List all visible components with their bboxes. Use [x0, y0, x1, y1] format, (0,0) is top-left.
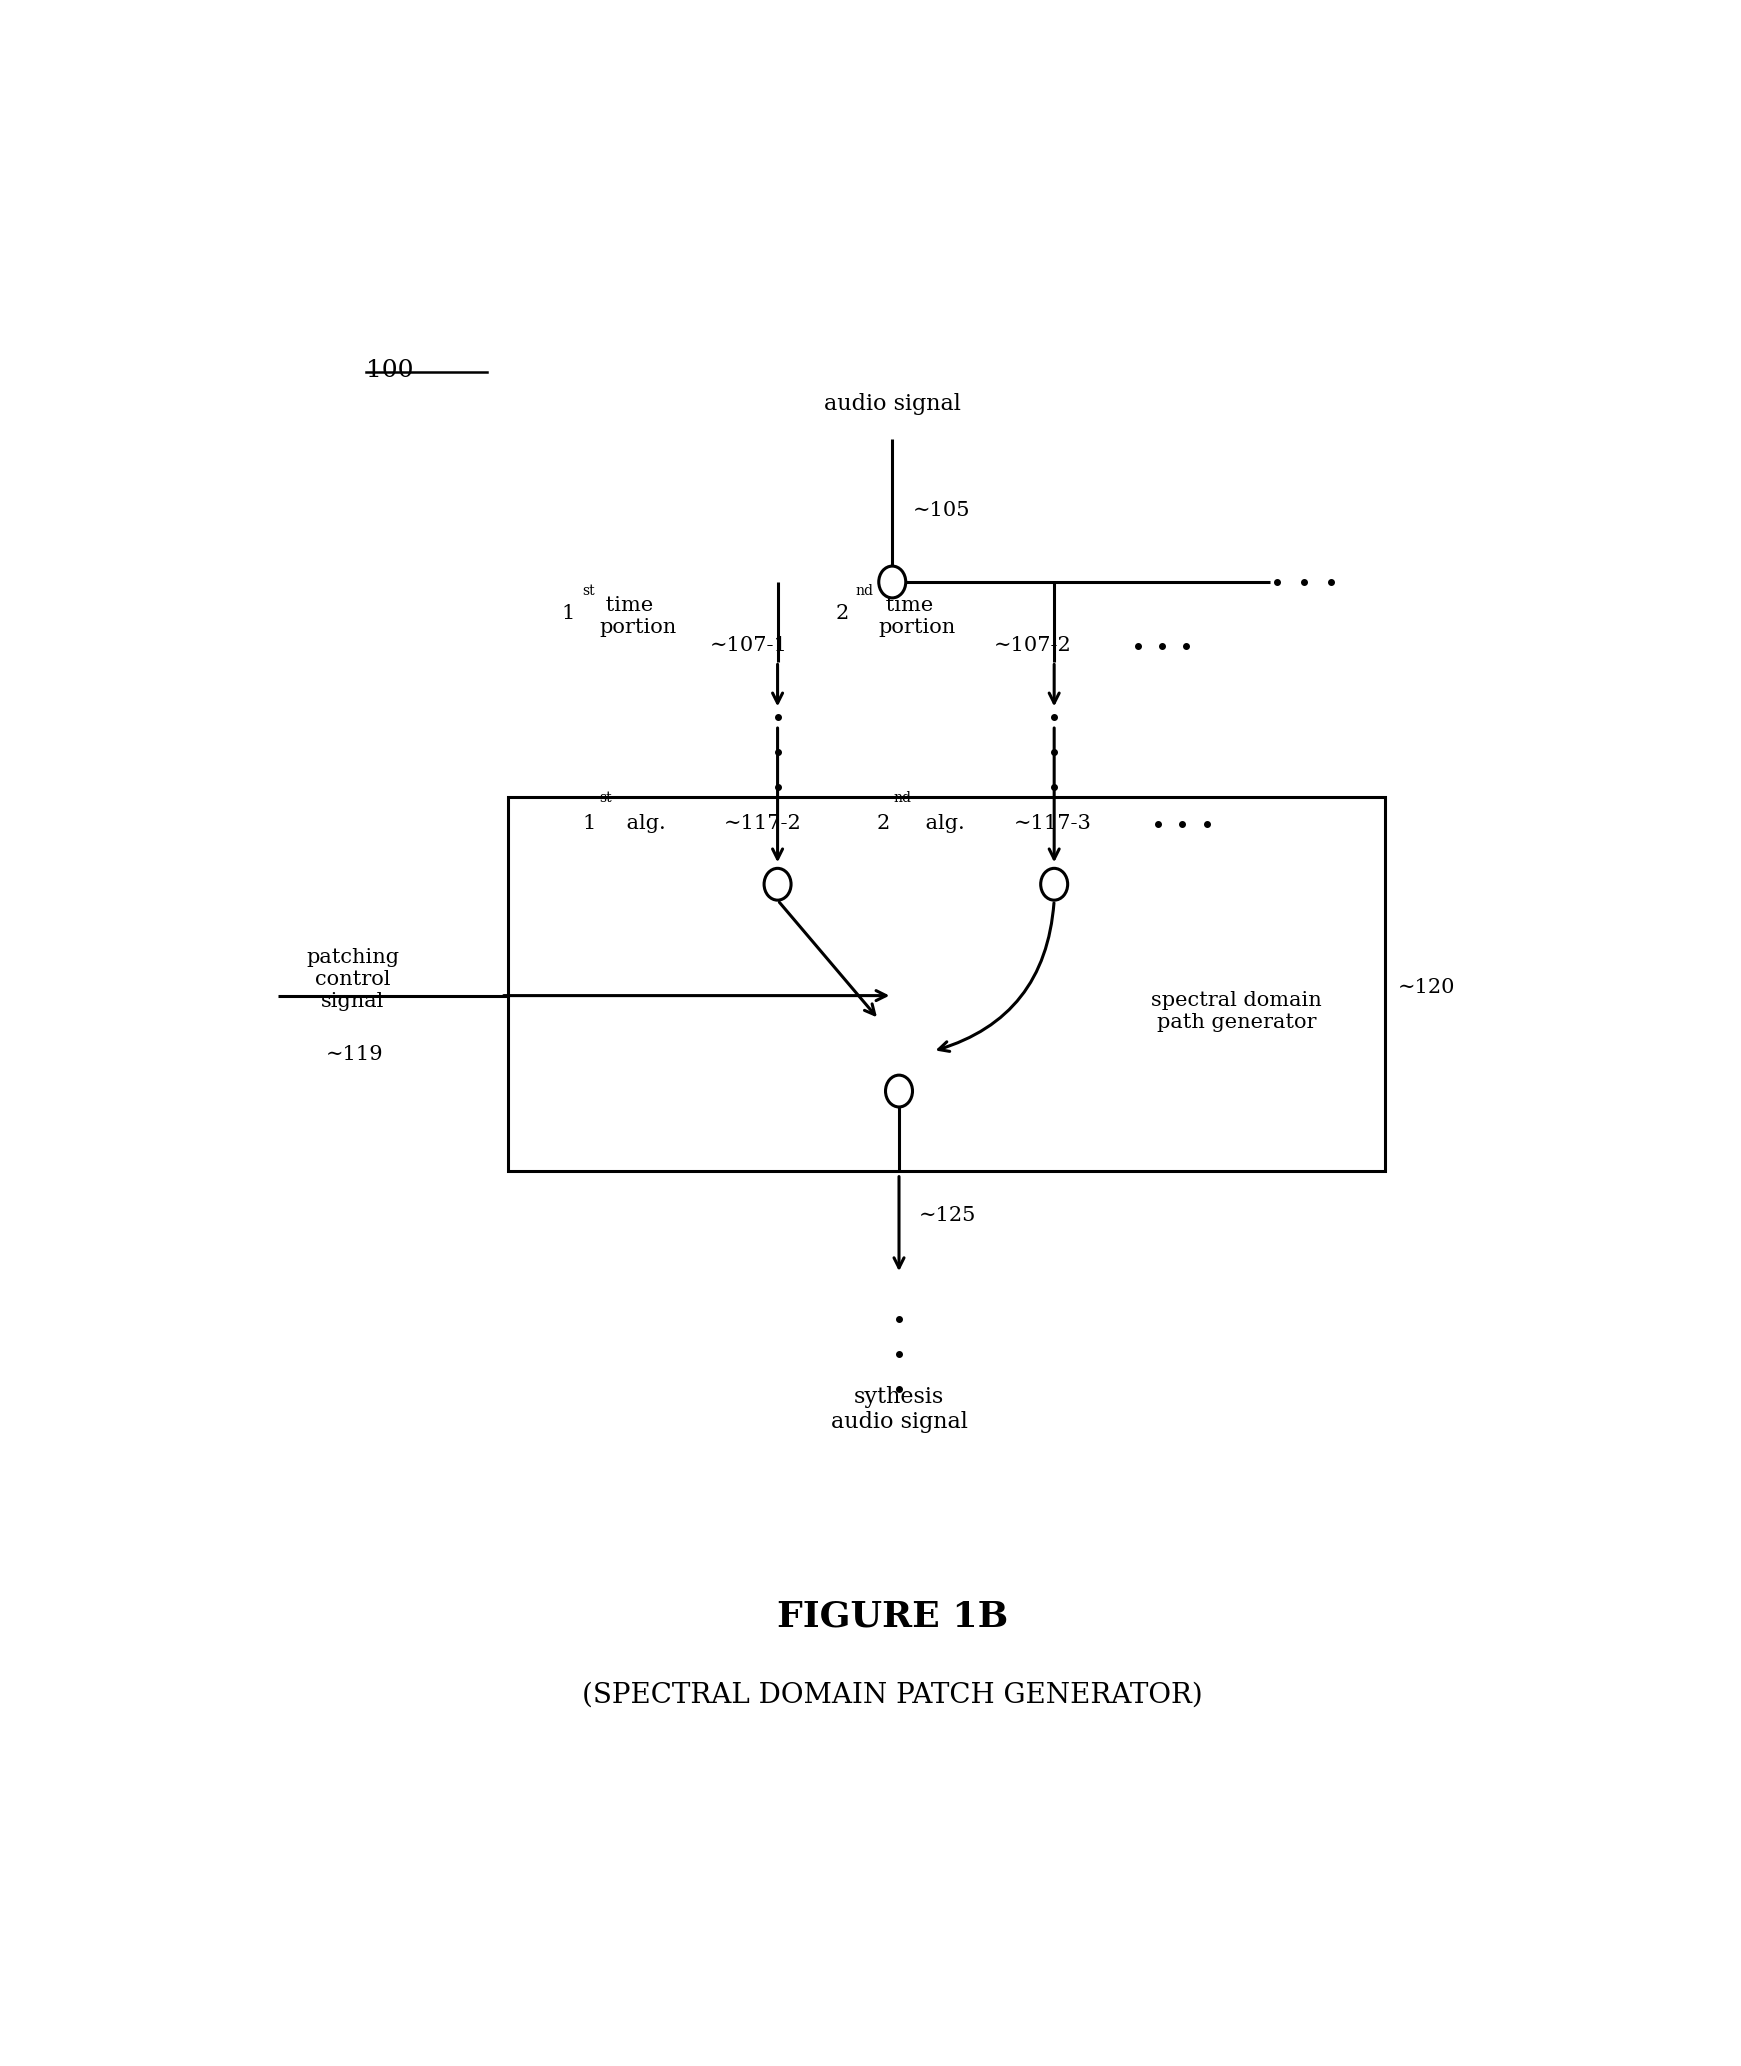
Text: ∼119: ∼119 [326, 1045, 383, 1064]
Text: nd: nd [893, 791, 912, 806]
Text: ∼117-2: ∼117-2 [724, 814, 801, 833]
Text: ∼117-3: ∼117-3 [1013, 814, 1092, 833]
Circle shape [1041, 868, 1067, 901]
Text: 100: 100 [366, 359, 414, 382]
Text: alg.: alg. [919, 814, 965, 833]
Text: nd: nd [857, 585, 874, 597]
Text: 1: 1 [581, 814, 595, 833]
Text: ∼107-1: ∼107-1 [710, 636, 789, 655]
Text: ∼105: ∼105 [912, 500, 970, 521]
Circle shape [879, 566, 905, 597]
Text: ∼125: ∼125 [919, 1207, 977, 1225]
Text: time
portion: time portion [599, 597, 677, 638]
Circle shape [886, 1074, 912, 1107]
Text: st: st [581, 585, 595, 597]
Text: (SPECTRAL DOMAIN PATCH GENERATOR): (SPECTRAL DOMAIN PATCH GENERATOR) [581, 1682, 1203, 1709]
Text: st: st [599, 791, 613, 806]
Text: 2: 2 [836, 605, 850, 624]
Circle shape [764, 868, 790, 901]
Text: patching
control
signal: patching control signal [306, 948, 399, 1010]
Text: alg.: alg. [620, 814, 665, 833]
Text: ∼120: ∼120 [1398, 977, 1455, 998]
Bar [508, 797, 1384, 1171]
Text: ∼107-2: ∼107-2 [994, 636, 1071, 655]
Text: sythesis
audio signal: sythesis audio signal [830, 1386, 968, 1434]
Text: 1: 1 [562, 605, 575, 624]
Text: FIGURE 1B: FIGURE 1B [776, 1599, 1008, 1632]
Text: spectral domain
path generator: spectral domain path generator [1151, 992, 1321, 1033]
Text: 2: 2 [876, 814, 890, 833]
Text: audio signal: audio signal [823, 393, 961, 415]
Text: time
portion: time portion [879, 597, 956, 638]
